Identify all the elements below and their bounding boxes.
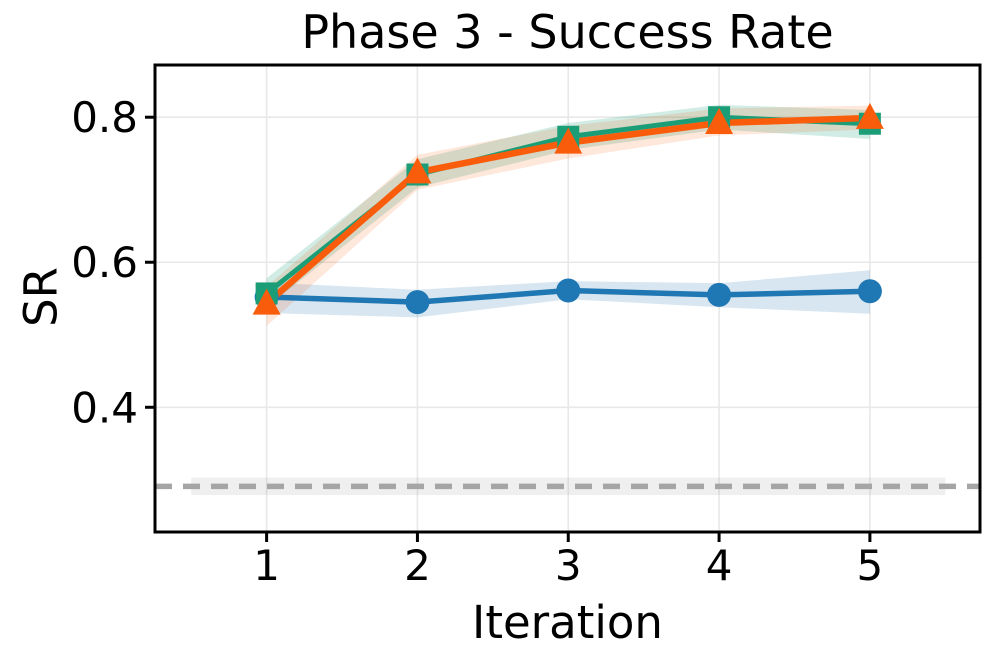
triangle-marker	[252, 288, 281, 315]
baseline-band	[191, 477, 946, 496]
circle-marker	[857, 279, 882, 304]
x-tick-label: 3	[555, 541, 582, 590]
x-tick-label: 2	[404, 541, 431, 590]
circle-marker	[707, 282, 732, 307]
triangle-marker	[554, 127, 583, 154]
circle-marker	[405, 290, 430, 315]
circle-marker	[556, 278, 581, 303]
triangle-marker	[855, 102, 884, 129]
y-tick-label: 0.8	[71, 93, 138, 142]
y-tick-label: 0.6	[71, 238, 138, 287]
x-axis-label: Iteration	[472, 596, 663, 649]
x-tick-label: 5	[857, 541, 884, 590]
triangle-marker	[705, 108, 734, 135]
triangle-marker	[403, 157, 432, 184]
x-tick-label: 1	[253, 541, 280, 590]
chart-title: Phase 3 - Success Rate	[301, 5, 834, 59]
x-tick-label: 4	[706, 541, 733, 590]
y-tick-label: 0.4	[71, 383, 138, 432]
